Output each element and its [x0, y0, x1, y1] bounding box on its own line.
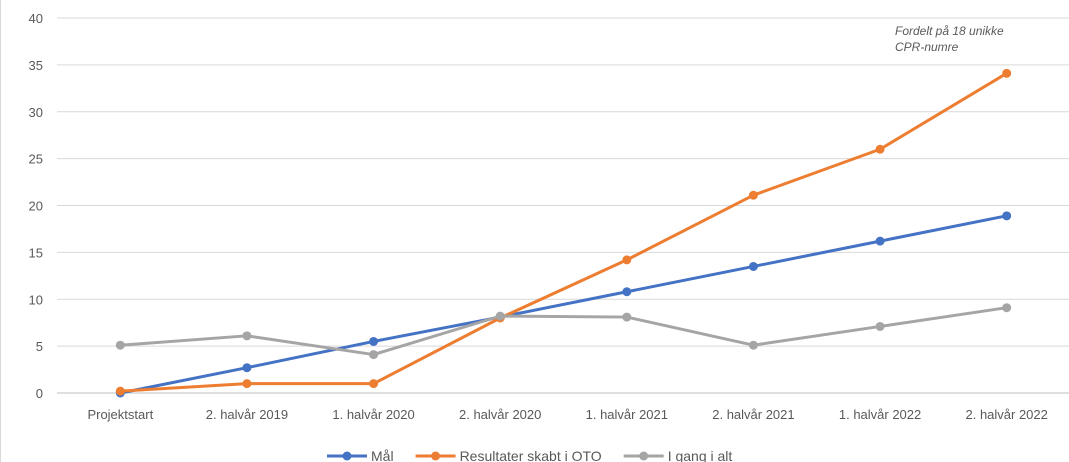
- x-tick-label: 1. halvår 2021: [586, 407, 668, 422]
- data-point: [748, 190, 758, 200]
- x-axis-ticks: Projektstart 2. halvår 2019 1. halvår 2020…: [87, 407, 1047, 422]
- data-point: [1002, 211, 1012, 221]
- x-tick-label: 2. halvår 2022: [965, 407, 1047, 422]
- series-line: [118, 71, 1009, 393]
- data-point: [115, 386, 125, 396]
- data-point: [875, 236, 885, 246]
- data-point: [748, 261, 758, 271]
- x-tick-label: Projektstart: [87, 407, 153, 422]
- data-point: [495, 311, 505, 321]
- data-point: [748, 340, 758, 350]
- x-tick-label: 1. halvår 2020: [332, 407, 414, 422]
- legend-swatch-marker: [431, 451, 441, 461]
- data-point: [622, 312, 632, 322]
- gridlines: [57, 17, 1069, 394]
- series-2: [115, 68, 1012, 396]
- y-tick-label: 10: [29, 292, 43, 307]
- y-tick-label: 0: [36, 386, 43, 401]
- data-point: [242, 363, 252, 373]
- chart-annotation: Fordelt på 18 unikke CPR-numre: [895, 24, 1004, 54]
- data-point: [369, 336, 379, 346]
- series-line: [118, 214, 1009, 395]
- legend-item: Resultater skabt i OTO: [415, 448, 602, 462]
- x-tick-label: 1. halvår 2022: [839, 407, 921, 422]
- series-lines: [115, 68, 1012, 398]
- data-point: [875, 144, 885, 154]
- y-tick-label: 30: [29, 105, 43, 120]
- data-point: [369, 350, 379, 360]
- data-point: [1002, 303, 1012, 313]
- data-point: [242, 331, 252, 341]
- y-tick-label: 40: [29, 11, 43, 26]
- y-tick-label: 20: [29, 199, 43, 214]
- data-point: [242, 379, 252, 389]
- legend-label: Mål: [371, 448, 394, 462]
- data-point: [1002, 68, 1012, 78]
- legend-item: Mål: [327, 448, 394, 462]
- x-tick-label: 2. halvår 2020: [459, 407, 541, 422]
- legend-item: I gang i alt: [623, 448, 733, 462]
- y-tick-label: 15: [29, 245, 43, 260]
- legend-swatch-marker: [639, 451, 649, 461]
- y-tick-label: 5: [36, 339, 43, 354]
- legend: Mål Resultater skabt i OTO I gang i alt: [327, 448, 732, 462]
- data-point: [622, 287, 632, 297]
- data-point: [369, 379, 379, 389]
- series-1: [115, 211, 1012, 398]
- data-point: [622, 255, 632, 265]
- data-point: [875, 321, 885, 331]
- data-point: [115, 340, 125, 350]
- legend-swatch-marker: [342, 451, 352, 461]
- legend-label: I gang i alt: [668, 448, 733, 462]
- y-tick-label: 35: [29, 58, 43, 73]
- y-tick-label: 25: [29, 152, 43, 167]
- series-3: [115, 303, 1012, 360]
- legend-label: Resultater skabt i OTO: [460, 448, 602, 462]
- y-axis-ticks: 0 5 10 15 20 25 30 35 40: [29, 11, 43, 401]
- series-line: [118, 306, 1009, 357]
- x-tick-label: 2. halvår 2021: [712, 407, 794, 422]
- x-tick-label: 2. halvår 2019: [206, 407, 288, 422]
